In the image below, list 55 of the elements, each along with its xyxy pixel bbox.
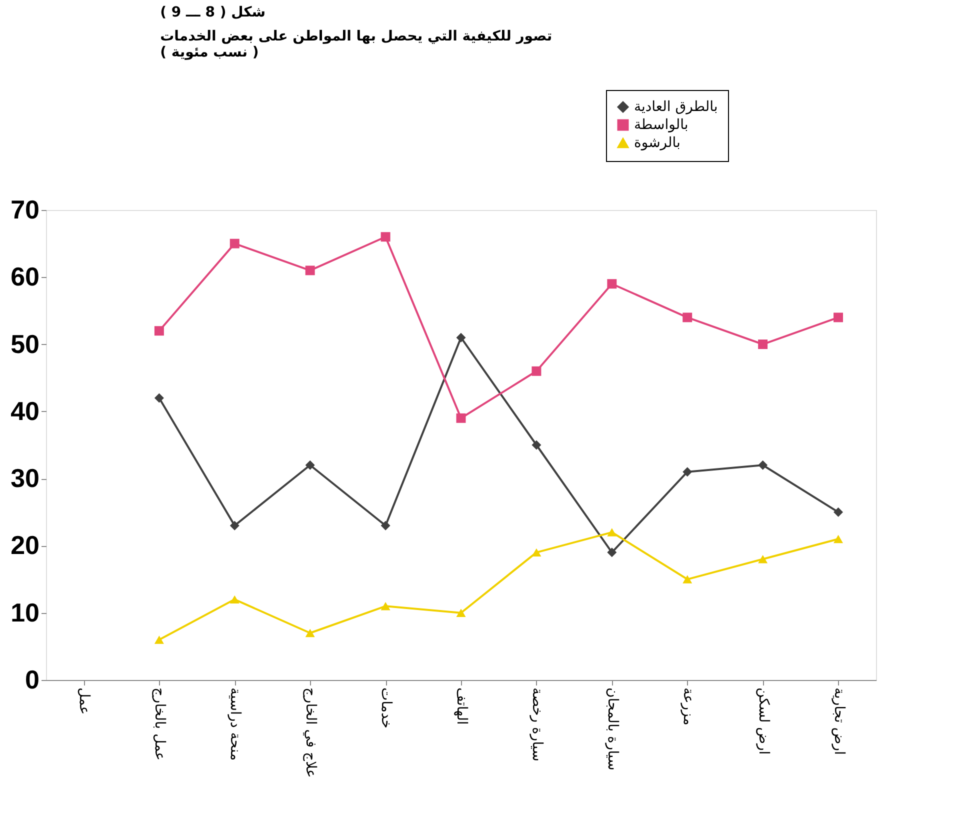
point: [456, 608, 466, 617]
x-tick-label: خدمات: [378, 688, 394, 728]
y-tick-label: 60: [10, 262, 40, 292]
y-tick-label: 40: [10, 396, 40, 426]
point: [456, 332, 466, 342]
x-tick-label: مزرعة: [680, 688, 696, 726]
text: ( نسب مئوية ): [160, 44, 259, 60]
point: [305, 460, 315, 470]
point: [154, 393, 164, 403]
x-tick-label: سيارة رخصة: [528, 688, 545, 762]
x-tick-label: ارض تجارية: [830, 688, 847, 755]
x-tick-label: سيارة بالمجان: [604, 688, 620, 770]
point: [758, 460, 768, 470]
y-tick-label: 70: [10, 194, 40, 224]
y-tick-label: 20: [10, 530, 40, 560]
legend-label: بالطرق العادية: [634, 99, 718, 115]
y-tick-label: 50: [10, 328, 40, 359]
point: [834, 507, 844, 517]
point: [380, 232, 390, 242]
point: [682, 467, 692, 477]
legend-label: بالرشوة: [634, 135, 680, 151]
x-tick-label: عمل: [76, 688, 92, 715]
point: [456, 413, 466, 423]
y-tick-label: 10: [10, 597, 40, 628]
point: [230, 595, 240, 604]
y-tick-label: 30: [10, 463, 40, 494]
point: [532, 366, 542, 376]
point: [380, 602, 390, 610]
point: [758, 555, 768, 564]
point: [607, 279, 617, 289]
x-tick-label: ارض لسكن: [755, 688, 772, 755]
point: [154, 326, 164, 336]
point: [682, 575, 692, 584]
x-tick-label: الهاتف: [454, 688, 470, 725]
point: [607, 548, 617, 558]
x-tick-label: عمل بالخارج: [152, 688, 168, 761]
x-tick-label: علاج في الخارج: [302, 688, 319, 778]
y-tick-label: 0: [25, 664, 40, 694]
point: [834, 312, 844, 322]
point: [834, 534, 844, 544]
point: [682, 312, 692, 322]
point: [532, 440, 542, 450]
text: تصور للكيفية التي يحصل بها المواطن على بعض الخدمات: [160, 28, 552, 44]
point: [154, 636, 164, 644]
x-tick-label: منحة دراسية: [227, 688, 244, 761]
point: [380, 520, 390, 530]
point: [230, 520, 240, 530]
legend-label: بالواسطة: [634, 117, 688, 133]
point: [230, 238, 240, 248]
point: [758, 340, 768, 350]
point: [305, 266, 315, 276]
point: [607, 528, 617, 536]
point: [305, 628, 315, 638]
chart-title: شكل ( 8 ـــ 9 ): [160, 4, 266, 20]
point: [532, 548, 542, 557]
